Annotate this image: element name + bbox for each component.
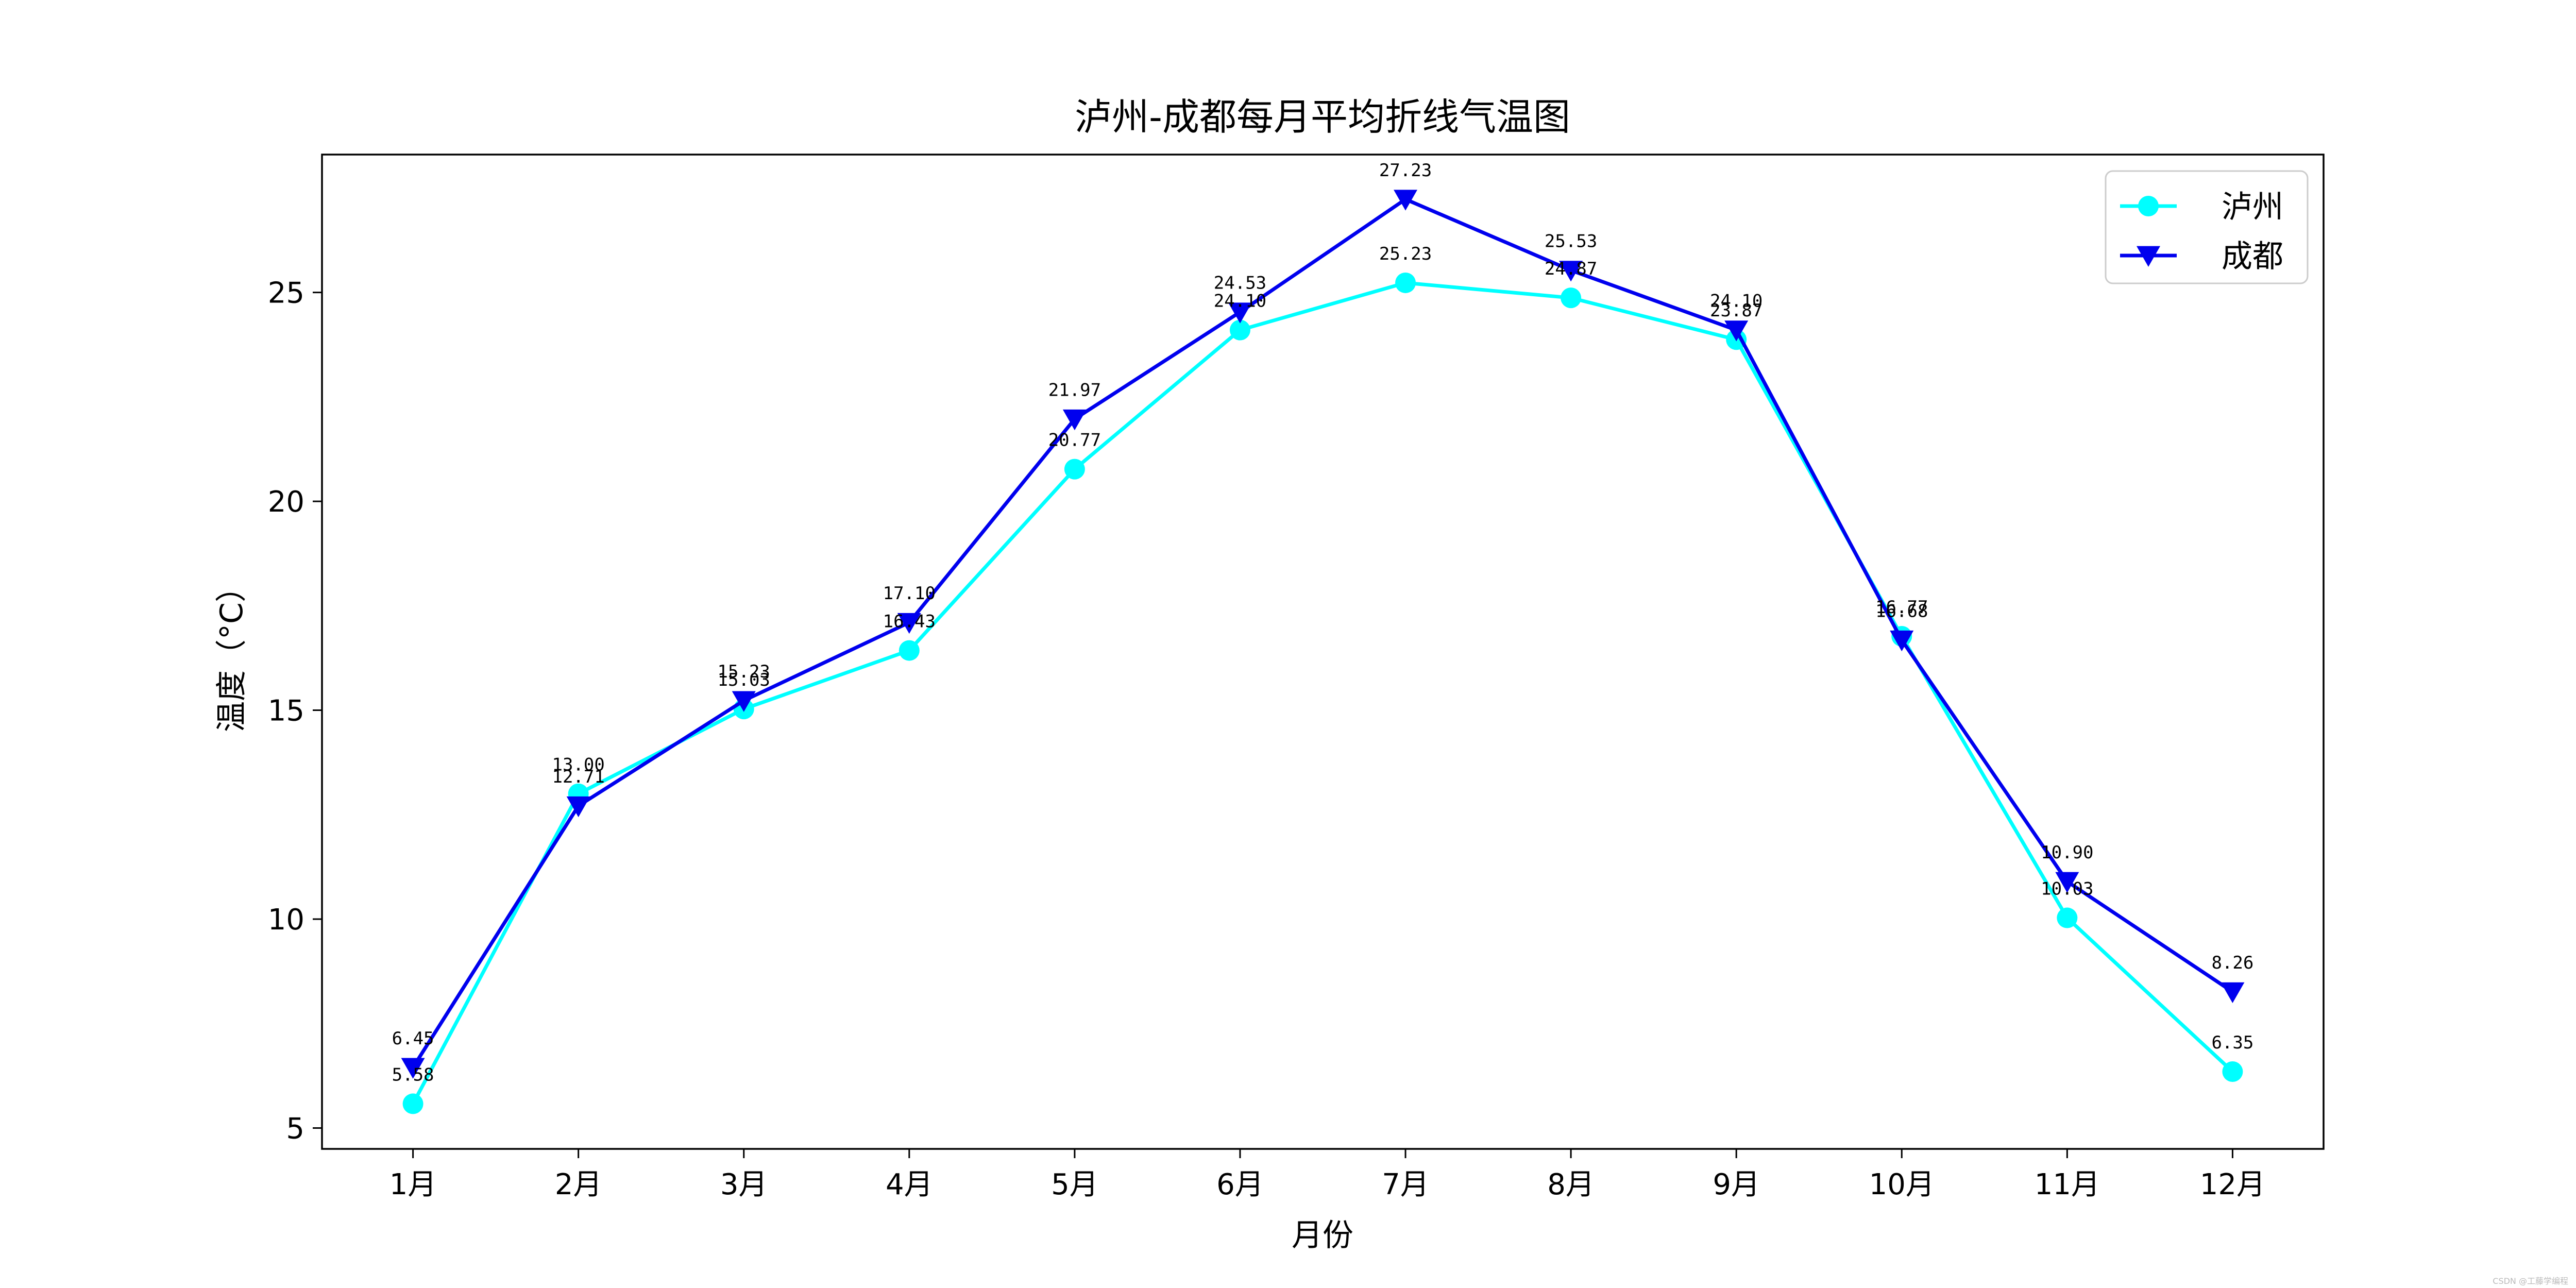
data-label: 10.90 [2041,842,2093,863]
x-tick-label: 7月 [1382,1168,1429,1201]
data-label: 20.77 [1048,430,1101,451]
x-tick-label: 1月 [389,1168,437,1201]
y-axis: 5 10 15 20 25 [268,277,322,1145]
chart-title: 泸州-成都每月平均折线气温图 [1075,95,1570,139]
data-label: 27.23 [1379,160,1432,181]
series-1-line [411,281,2234,1105]
series-1-point [1229,319,1250,341]
legend-label: 泸州 [2222,189,2283,225]
data-label: 24.10 [1710,291,1762,312]
x-tick-label: 3月 [720,1168,768,1201]
legend-label: 成都 [2222,239,2283,275]
y-tick-label: 25 [268,277,304,310]
series-2 [401,190,2245,1079]
data-label: 25.23 [1379,244,1432,264]
x-tick-label: 6月 [1216,1168,1264,1201]
data-label: 10.03 [2041,879,2093,900]
x-tick-label: 2月 [555,1168,602,1201]
data-label: 13.00 [552,755,604,775]
data-label: 24.53 [1214,273,1266,294]
data-label: 21.97 [1048,380,1101,400]
legend-marker [2137,246,2160,267]
series-1-point [1064,459,1085,480]
series-2-point [1062,409,1087,431]
x-tick-label: 11月 [2035,1168,2100,1201]
data-label: 15.23 [718,662,770,682]
legend-item-2: 成都 [2120,239,2283,275]
series-2-point [897,613,921,634]
y-tick-label: 20 [268,485,304,519]
data-label: 16.43 [883,612,936,632]
series-1 [402,272,2243,1114]
series-2-point [1228,302,1252,324]
data-label: 23.87 [1710,300,1762,321]
data-label: 6.45 [392,1028,434,1049]
series-1-point [899,640,920,661]
x-tick-label: 12月 [2200,1168,2265,1201]
series-1-point [1561,287,1582,309]
series-1-point [2057,907,2078,928]
y-tick-label: 10 [268,903,304,937]
x-tick-label: 9月 [1713,1168,1760,1201]
series-2-point [566,796,590,818]
x-axis-label: 月份 [1292,1217,1353,1253]
series-2-point [1394,190,1418,211]
data-label: 17.10 [883,583,936,604]
series-layer [401,190,2245,1114]
data-label: 6.35 [2211,1032,2253,1053]
legend-item-1: 泸州 [2120,189,2283,225]
y-axis-label: 温度（°C） [214,571,250,732]
data-label: 24.10 [1214,291,1266,312]
data-label: 16.77 [1875,597,1928,618]
data-label: 5.58 [392,1064,434,1085]
y-tick-label: 15 [268,694,304,728]
series-2-line [411,197,2234,1069]
series-2-point [2221,982,2245,1003]
data-labels: 5.58 13.00 15.03 16.43 20.77 24.10 25.23 24.87 2… [392,160,2254,1086]
x-tick-label: 4月 [886,1168,933,1201]
watermark: CSDN @工藤学编程 [2493,1276,2568,1286]
series-1-point [402,1093,423,1114]
data-label: 25.53 [1545,231,1597,252]
series-2-point [401,1058,425,1079]
x-tick-label: 10月 [1869,1168,1935,1201]
y-tick-label: 5 [286,1112,304,1145]
legend-marker [2138,196,2159,216]
series-1-point [2222,1061,2243,1082]
series-2-point [2055,872,2079,893]
series-2-point [1724,320,1749,342]
series-2-point [1890,630,1914,652]
data-label: 16.68 [1875,601,1928,621]
data-label: 8.26 [2211,953,2253,973]
data-label: 24.87 [1545,259,1597,279]
series-2-point [1559,261,1583,282]
series-2-point [732,691,756,712]
x-tick-label: 5月 [1051,1168,1098,1201]
data-label: 12.71 [552,767,604,787]
data-label: 15.03 [718,670,770,690]
x-axis: 1月 2月 3月 4月 5月 6月 7月 8月 9月 10月 11月 12月 [389,1149,2265,1201]
x-tick-label: 8月 [1547,1168,1595,1201]
plot-area [321,154,2325,1150]
series-1-point [1395,272,1416,293]
